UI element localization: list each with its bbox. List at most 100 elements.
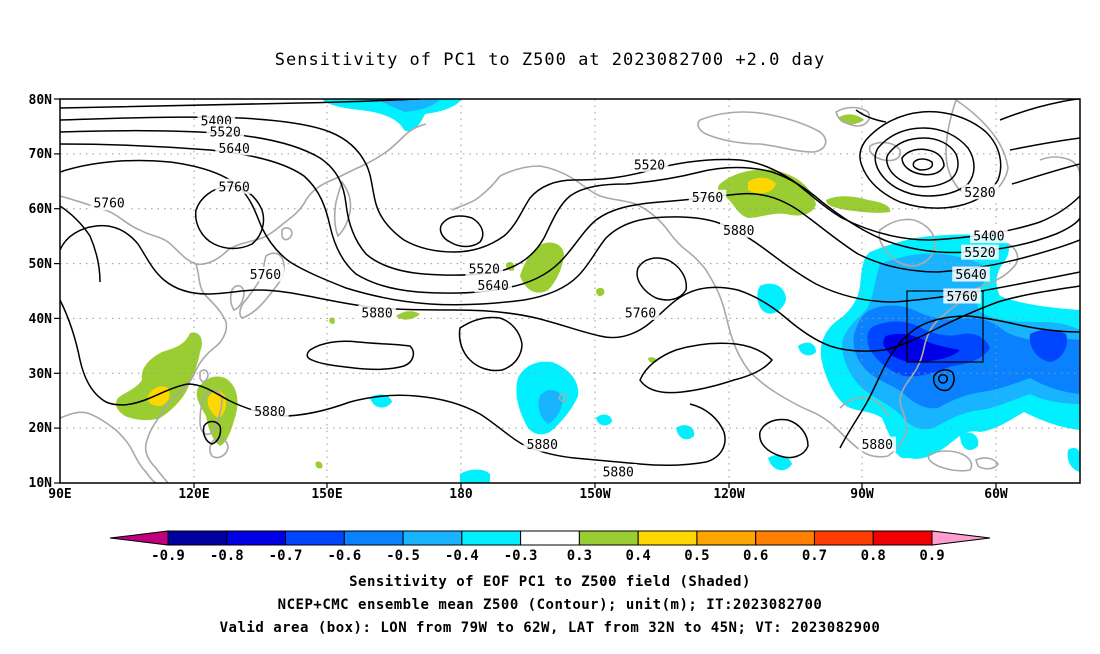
lat-tick-label: 10N [29,476,53,491]
lat-tick-label: 70N [29,147,53,162]
coastline-japan [281,227,293,241]
coastline-philippines [199,389,223,436]
coastline-northamerica [705,269,889,458]
contour-label-bg [358,304,396,320]
coastline-greenland [945,99,1009,199]
contour-line [60,159,1080,306]
lon-tick-label: 120E [178,487,209,502]
coastline-kamchatka [333,180,352,238]
colorbar-swatch [167,530,228,546]
coastline-arctic-islands [868,141,902,162]
colorbar-label: -0.7 [269,548,303,564]
contour-label-bg [523,436,562,452]
colorbar-swatch [755,530,815,546]
lon-ticks [193,483,997,488]
colorbar-swatch [343,530,404,546]
coastline-arctic-islands [835,106,871,127]
contour-label-bg [961,244,999,260]
caption-valid-area: Valid area (box): LON from 79W to 62W, L… [219,620,881,636]
colorbar-swatch [813,530,874,546]
shade-negative-region [1067,448,1080,472]
lon-tick-label: 180 [449,487,473,502]
contour-label: 5400 [973,230,1004,245]
coastline-hawaii [558,393,568,402]
contour-label: 5880 [603,466,634,481]
lat-ticks [54,98,60,484]
contour-label-bg [943,288,981,304]
contour-label-bg [688,189,727,205]
coastline-asia [60,123,427,266]
contour-label: 5880 [862,438,893,453]
contour-label-bg [251,403,289,419]
shade-positive-region [717,169,816,218]
colorbar-swatch [872,530,933,546]
lat-tick-label: 50N [29,257,53,272]
contour-label-bg [599,464,638,480]
shade-negative-region [538,390,563,424]
contour-labels: 5400552056405760528054005520564057605760… [90,112,1008,481]
colorbar-swatch [402,530,463,546]
coastline-hudson [878,218,937,267]
colorbar-label: -0.4 [445,548,479,564]
shade-positive-region [315,461,323,469]
contour-layer [60,99,1080,467]
coastline-arctic-islands [697,111,827,153]
contour-label-bg [215,178,253,194]
contour-line [458,316,523,372]
contour-line [759,418,809,459]
shade-positive-region [396,311,420,320]
shade-positive-region [838,114,864,125]
colorbar-label: -0.3 [504,548,538,564]
coastline-korea [229,284,245,311]
contour-label-bg [474,277,512,293]
shade-negative-region [757,283,786,314]
contour-label-bg [720,222,758,238]
contour-label-bg [465,261,504,277]
contour-label: 5640 [219,142,250,157]
colorbar-label: 0.8 [861,548,886,564]
colorbar-swatch [637,530,698,546]
contour-line [636,257,688,301]
contour-label: 5640 [955,268,986,283]
contour-line [639,342,774,394]
lon-tick-label: 60W [984,487,1008,502]
contour-line [60,299,726,467]
contour-line [439,215,484,248]
contour-label: 5880 [361,306,392,321]
contour-line [60,116,1080,253]
colorbar-label: 0.9 [919,548,944,564]
shade-negative-region [891,427,928,459]
contour-label: 5760 [946,290,977,305]
shade-negative-region [798,342,816,356]
shade-positive-region [748,177,776,194]
contour-label-bg [952,266,990,282]
contour-line [999,99,1080,121]
contour-label: 5640 [478,279,509,294]
contour-label: 5520 [964,246,995,261]
contour-label: 5760 [250,268,281,283]
lat-tick-label: 30N [29,367,53,382]
colorbar-high-triangle [931,530,991,546]
caption-shading: Sensitivity of EOF PC1 to Z500 field (Sh… [349,574,751,590]
colorbar-label: -0.9 [151,548,185,564]
contour-line [306,340,415,371]
coastline-japan [239,252,285,319]
shade-positive-region [596,287,605,297]
shade-negative-region [370,394,392,408]
lat-tick-label: 60N [29,202,53,217]
shade-positive-region [826,196,891,213]
coastline-taiwan [199,369,209,383]
lat-tick-label: 20N [29,421,53,436]
colorbar-swatch [696,530,757,546]
contour-line [60,129,1080,276]
map-title: Sensitivity of PC1 to Z500 at 2023082700… [274,50,826,70]
lat-tick-label: 40N [29,312,53,327]
contour-line [938,374,948,384]
contour-label-bg [90,195,128,211]
contour-label: 5760 [93,197,124,212]
contour-label: 5880 [527,438,558,453]
colorbar-label: 0.4 [626,548,651,564]
contour-label-bg [246,266,285,282]
